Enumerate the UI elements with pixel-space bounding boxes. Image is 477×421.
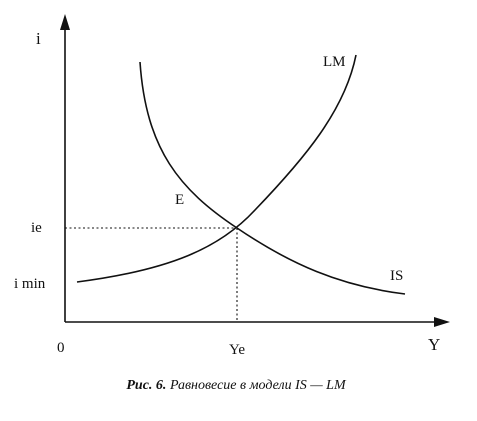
lm-curve	[76, 54, 357, 283]
lm-label: LM	[323, 54, 346, 70]
ie-label: ie	[31, 220, 42, 236]
is-curve	[139, 61, 406, 295]
caption-text: Равновесие в модели IS — LM	[169, 378, 347, 393]
ye-label: Ye	[229, 342, 245, 358]
y-axis-label: i	[36, 29, 41, 48]
caption: Рис. 6. Равновесие в модели IS — LM	[126, 378, 347, 393]
caption-figure: Рис. 6.	[126, 378, 166, 393]
y-axis-arrow	[60, 14, 70, 30]
is-label: IS	[390, 268, 403, 284]
x-axis-arrow	[434, 317, 450, 327]
i-min-label: i min	[14, 276, 46, 292]
equilibrium-label: E	[175, 192, 184, 208]
origin-label: 0	[57, 340, 65, 356]
x-axis-label: Y	[428, 335, 440, 354]
